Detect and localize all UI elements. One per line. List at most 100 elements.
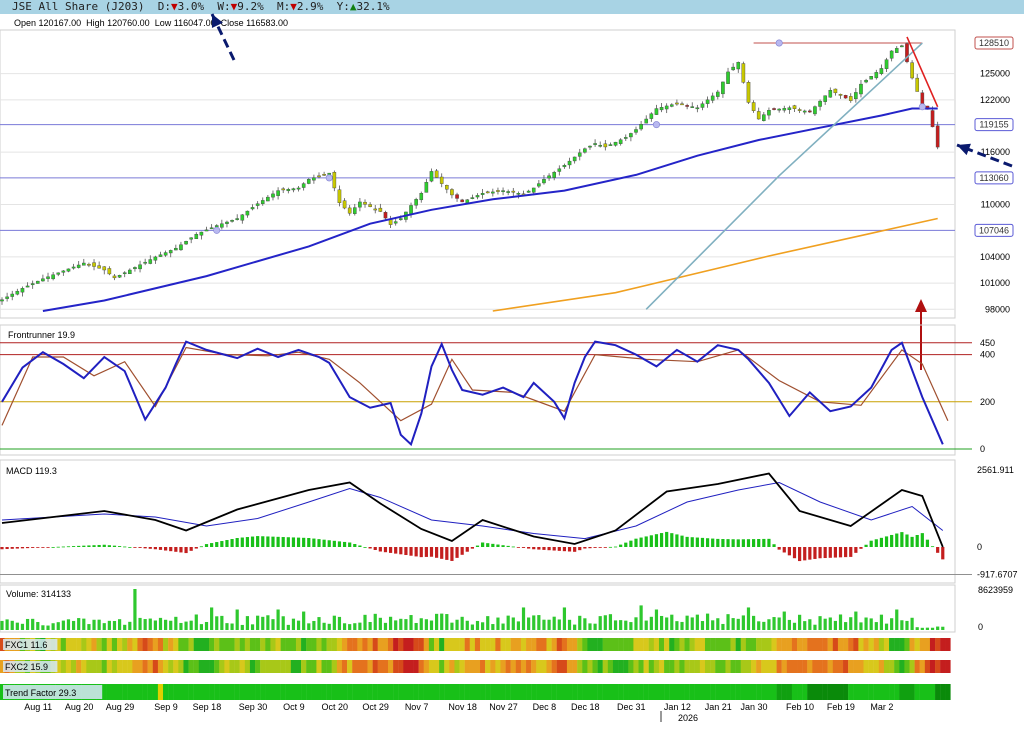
candle-body	[675, 102, 679, 105]
fxc1-strip-cell	[331, 638, 338, 651]
macd-histogram-bar	[133, 547, 137, 548]
macd-histogram-bar	[705, 538, 710, 547]
macd-histogram-bar	[66, 546, 71, 548]
macd-histogram-bar	[941, 547, 945, 560]
fxc2-strip-cell	[347, 660, 353, 673]
candle-body	[102, 266, 107, 271]
fxc2-strip-cell	[183, 660, 189, 673]
fxc2-strip-cell	[142, 660, 148, 673]
candle-body	[531, 187, 536, 193]
fxc1-strip-cell	[55, 638, 61, 651]
trend-factor-cell	[188, 684, 194, 700]
macd-histogram-bar	[649, 535, 653, 547]
red-arrow-head-icon	[915, 299, 927, 312]
fxc2-strip-cell	[945, 660, 951, 673]
volume-bar	[281, 616, 285, 630]
candle-body	[629, 133, 633, 138]
trend-factor-cell	[203, 684, 210, 700]
candle-body	[613, 141, 618, 146]
fxc2-strip-cell	[771, 660, 777, 673]
fxc1-strip-cell	[607, 638, 614, 651]
macd-histogram-bar	[225, 540, 229, 547]
fxc1-strip-cell	[725, 638, 731, 651]
volume-bar	[649, 616, 653, 630]
trend-factor-cell	[403, 684, 409, 700]
fxc1-strip-cell	[0, 638, 5, 651]
macd-histogram-bar	[250, 536, 255, 547]
trend-factor-cell	[776, 684, 782, 700]
trend-factor-cell	[362, 684, 368, 700]
fxc1-strip-cell	[270, 638, 276, 651]
fxc2-strip-cell	[219, 660, 225, 673]
macd-histogram-bar	[378, 547, 382, 552]
volume-bar	[194, 614, 198, 630]
volume-bar	[481, 622, 485, 630]
volume-bar	[199, 624, 204, 630]
trend-factor-cell	[301, 684, 307, 700]
macd-histogram-bar	[77, 545, 81, 547]
fxc1-strip-cell	[387, 638, 394, 651]
volume-bar	[470, 624, 474, 630]
volume-bar	[573, 624, 577, 630]
macd-series-line	[1, 472, 944, 548]
trend-factor-cell	[408, 684, 414, 700]
fxc2-strip-cell	[106, 660, 113, 673]
fxc1-strip-cell	[316, 638, 322, 651]
trend-factor-cell	[848, 684, 854, 700]
fxc1-strip-cell	[382, 638, 389, 651]
candle-body	[71, 266, 76, 269]
macd-histogram-bar	[619, 544, 623, 547]
macd-histogram-bar	[194, 547, 198, 549]
macd-histogram-bar	[890, 534, 894, 547]
fxc1-strip-cell	[561, 638, 568, 651]
volume-bar	[787, 619, 791, 630]
fxc1-strip-cell	[597, 638, 603, 651]
trend-factor-cell	[669, 684, 675, 700]
macd-histogram-bar	[322, 539, 326, 547]
fxc2-strip-cell	[173, 660, 179, 673]
candle-body	[577, 152, 582, 157]
macd-histogram-bar	[588, 547, 592, 549]
fxc2-strip-cell	[439, 660, 445, 673]
volume-bar	[143, 619, 147, 630]
candle-body	[347, 207, 352, 214]
macd-histogram-bar	[189, 547, 193, 551]
candle-body	[762, 114, 766, 121]
macd-histogram-bar	[92, 545, 96, 547]
candle-body	[312, 177, 316, 181]
macd-histogram-bar	[276, 536, 280, 547]
volume-bar	[869, 618, 873, 630]
volume-title: Volume: 314133	[6, 589, 71, 599]
fxc2-strip-cell	[541, 660, 547, 673]
volume-bar	[327, 623, 331, 630]
fxc1-strip-cell	[781, 638, 787, 651]
macd-histogram-bar	[148, 547, 152, 549]
fxc2-strip-cell	[807, 660, 813, 673]
fxc2-strip-cell	[147, 660, 153, 673]
fxc2-strip-cell	[352, 660, 358, 673]
fxc2-strip-cell	[423, 660, 430, 673]
volume-bar	[409, 615, 413, 630]
fxc2-strip-cell	[459, 660, 465, 673]
volume-bar	[583, 618, 587, 630]
fxc2-strip-cell	[214, 660, 220, 673]
candle-body	[128, 269, 132, 275]
macd-histogram-bar	[608, 546, 613, 548]
fxc1-strip-cell	[377, 638, 384, 651]
fxc2-strip-cell	[362, 660, 368, 673]
fxc1-strip-cell	[929, 638, 936, 651]
fxc1-strip-cell	[797, 638, 803, 651]
price-badge-label: 119155	[979, 120, 1008, 130]
trend-factor-cell	[843, 684, 849, 700]
fxc2-strip-cell	[326, 660, 332, 673]
fxc2-strip-cell	[561, 660, 568, 673]
fxc1-strip-cell	[224, 638, 230, 651]
candle-body	[322, 173, 326, 176]
trend-factor-cell	[899, 684, 905, 700]
macd-histogram-bar	[910, 536, 914, 547]
trend-factor-cell	[398, 684, 404, 700]
volume-bar	[174, 616, 178, 630]
volume-bar	[665, 617, 669, 630]
fxc1-strip-cell	[480, 638, 486, 651]
